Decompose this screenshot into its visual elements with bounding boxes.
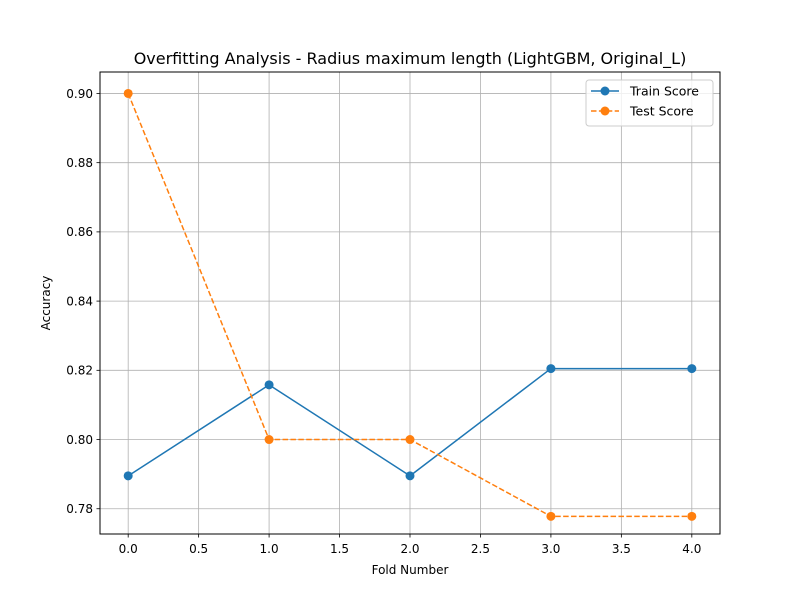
x-tick-label: 0.5 bbox=[189, 542, 208, 556]
x-tick-label: 2.5 bbox=[471, 542, 490, 556]
y-tick-label: 0.80 bbox=[66, 433, 93, 447]
train-score-point bbox=[546, 364, 556, 374]
test-score-point bbox=[687, 511, 697, 521]
train-score-point bbox=[405, 471, 415, 481]
train-score-point bbox=[687, 364, 697, 374]
legend-label-train: Train Score bbox=[629, 84, 699, 99]
x-tick-label: 3.0 bbox=[541, 542, 560, 556]
y-tick-label: 0.82 bbox=[66, 364, 93, 378]
x-tick-label: 1.5 bbox=[330, 542, 349, 556]
y-tick-label: 0.90 bbox=[66, 87, 93, 101]
y-axis-label: Accuracy bbox=[39, 276, 53, 331]
y-tick-label: 0.78 bbox=[66, 502, 93, 516]
test-score-point bbox=[405, 435, 415, 445]
x-tick-label: 1.0 bbox=[260, 542, 279, 556]
ticks: 0.0 0.5 1.0 1.5 2.0 2.5 3.0 3.5 4.0 0.78 0.80 0.82 0… bbox=[66, 87, 701, 556]
test-score-point bbox=[123, 88, 133, 98]
train-score-point bbox=[123, 471, 133, 481]
test-score-point bbox=[264, 435, 274, 445]
y-tick-label: 0.84 bbox=[66, 294, 93, 308]
legend-marker-train bbox=[600, 86, 610, 96]
x-axis-label: Fold Number bbox=[372, 563, 449, 577]
legend-marker-test bbox=[600, 106, 610, 116]
legend: Train Score Test Score bbox=[585, 79, 714, 127]
train-score-point bbox=[264, 380, 274, 390]
x-tick-label: 3.5 bbox=[612, 542, 631, 556]
chart-title: Overfitting Analysis - Radius maximum le… bbox=[134, 49, 687, 69]
x-tick-label: 2.0 bbox=[400, 542, 419, 556]
x-tick-label: 4.0 bbox=[682, 542, 701, 556]
series-layer bbox=[123, 88, 697, 521]
legend-label-test: Test Score bbox=[629, 104, 694, 119]
y-tick-label: 0.88 bbox=[66, 156, 93, 170]
x-tick-label: 0.0 bbox=[119, 542, 138, 556]
y-tick-label: 0.86 bbox=[66, 225, 93, 239]
test-score-point bbox=[546, 511, 556, 521]
